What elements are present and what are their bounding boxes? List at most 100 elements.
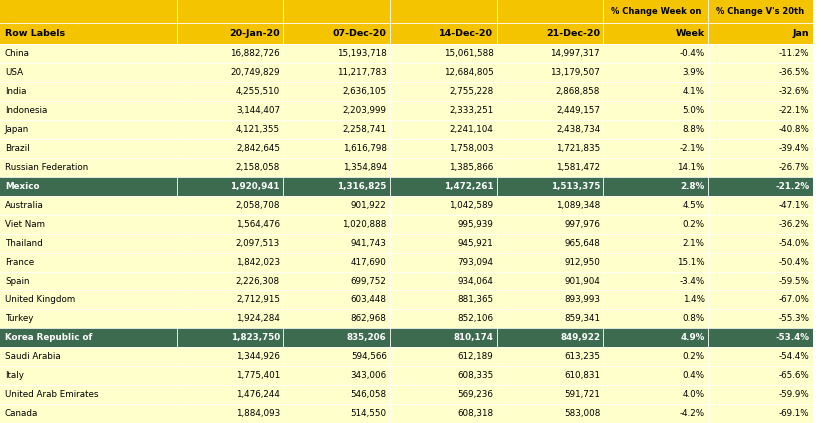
Text: 912,950: 912,950 (564, 258, 600, 266)
Text: -59.5%: -59.5% (778, 277, 810, 286)
Bar (603, 347, 709, 366)
Text: India: India (5, 87, 26, 96)
Text: 995,939: 995,939 (457, 220, 493, 229)
Text: -53.4%: -53.4% (776, 333, 810, 342)
Text: Russian Federation: Russian Federation (5, 163, 88, 172)
Bar (709, 0, 813, 23)
Bar (603, 404, 709, 423)
Bar (390, 177, 497, 196)
Bar (177, 385, 283, 404)
Text: -36.2%: -36.2% (779, 220, 810, 229)
Text: 546,058: 546,058 (351, 390, 387, 399)
Text: -3.4%: -3.4% (680, 277, 704, 286)
Bar (497, 82, 603, 101)
Text: 11,217,783: 11,217,783 (337, 68, 387, 77)
Bar (390, 139, 497, 158)
Text: United Arab Emirates: United Arab Emirates (5, 390, 99, 399)
Text: 1,344,926: 1,344,926 (236, 352, 280, 361)
Text: 13,179,507: 13,179,507 (550, 68, 600, 77)
Text: 343,006: 343,006 (351, 371, 387, 380)
Bar (709, 385, 813, 404)
Bar (603, 101, 709, 120)
Bar (177, 158, 283, 177)
Bar (283, 310, 390, 328)
Bar (0, 44, 177, 63)
Text: 569,236: 569,236 (457, 390, 493, 399)
Text: 1,616,798: 1,616,798 (342, 144, 387, 153)
Bar (603, 23, 709, 44)
Text: Canada: Canada (5, 409, 39, 418)
Text: 2,449,157: 2,449,157 (556, 106, 600, 115)
Bar (709, 404, 813, 423)
Text: 2,226,308: 2,226,308 (236, 277, 280, 286)
Bar (0, 385, 177, 404)
Text: 862,968: 862,968 (351, 314, 387, 324)
Bar (709, 253, 813, 272)
Text: 893,993: 893,993 (564, 295, 600, 305)
Bar (603, 310, 709, 328)
Text: 15,061,588: 15,061,588 (443, 49, 493, 58)
Bar (497, 404, 603, 423)
Text: -32.6%: -32.6% (779, 87, 810, 96)
Text: 1,758,003: 1,758,003 (449, 144, 493, 153)
Text: 613,235: 613,235 (564, 352, 600, 361)
Text: 14,997,317: 14,997,317 (551, 49, 600, 58)
Text: -26.7%: -26.7% (779, 163, 810, 172)
Text: 8.8%: 8.8% (682, 125, 704, 134)
Text: 2,058,708: 2,058,708 (236, 201, 280, 210)
Text: -36.5%: -36.5% (778, 68, 810, 77)
Text: 608,318: 608,318 (457, 409, 493, 418)
Text: 1,924,284: 1,924,284 (236, 314, 280, 324)
Bar (497, 0, 603, 23)
Text: Row Labels: Row Labels (5, 29, 65, 38)
Bar (0, 328, 177, 347)
Text: 4.0%: 4.0% (683, 390, 704, 399)
Text: 1,884,093: 1,884,093 (236, 409, 280, 418)
Text: 2,438,734: 2,438,734 (556, 125, 600, 134)
Text: -54.4%: -54.4% (779, 352, 810, 361)
Text: -69.1%: -69.1% (779, 409, 810, 418)
Text: 15,193,718: 15,193,718 (337, 49, 387, 58)
Bar (283, 196, 390, 215)
Bar (603, 139, 709, 158)
Text: 810,174: 810,174 (453, 333, 493, 342)
Bar (603, 253, 709, 272)
Text: 4,121,355: 4,121,355 (236, 125, 280, 134)
Bar (603, 328, 709, 347)
Bar (709, 234, 813, 253)
Text: 603,448: 603,448 (351, 295, 387, 305)
Bar (603, 196, 709, 215)
Bar (390, 101, 497, 120)
Bar (177, 310, 283, 328)
Text: 591,721: 591,721 (564, 390, 600, 399)
Bar (497, 139, 603, 158)
Bar (603, 272, 709, 291)
Bar (709, 215, 813, 234)
Bar (0, 234, 177, 253)
Bar (177, 215, 283, 234)
Bar (283, 139, 390, 158)
Bar (390, 385, 497, 404)
Text: 934,064: 934,064 (457, 277, 493, 286)
Bar (0, 63, 177, 82)
Text: 1,354,894: 1,354,894 (342, 163, 387, 172)
Bar (603, 63, 709, 82)
Text: 610,831: 610,831 (564, 371, 600, 380)
Text: Japan: Japan (5, 125, 30, 134)
Bar (709, 366, 813, 385)
Bar (709, 139, 813, 158)
Bar (709, 196, 813, 215)
Bar (497, 234, 603, 253)
Text: 901,904: 901,904 (564, 277, 600, 286)
Bar (497, 366, 603, 385)
Bar (0, 177, 177, 196)
Text: 849,922: 849,922 (560, 333, 600, 342)
Text: 997,976: 997,976 (564, 220, 600, 229)
Bar (283, 404, 390, 423)
Text: 583,008: 583,008 (564, 409, 600, 418)
Text: Saudi Arabia: Saudi Arabia (5, 352, 61, 361)
Text: 4.9%: 4.9% (681, 333, 704, 342)
Bar (709, 23, 813, 44)
Text: Italy: Italy (5, 371, 24, 380)
Bar (497, 385, 603, 404)
